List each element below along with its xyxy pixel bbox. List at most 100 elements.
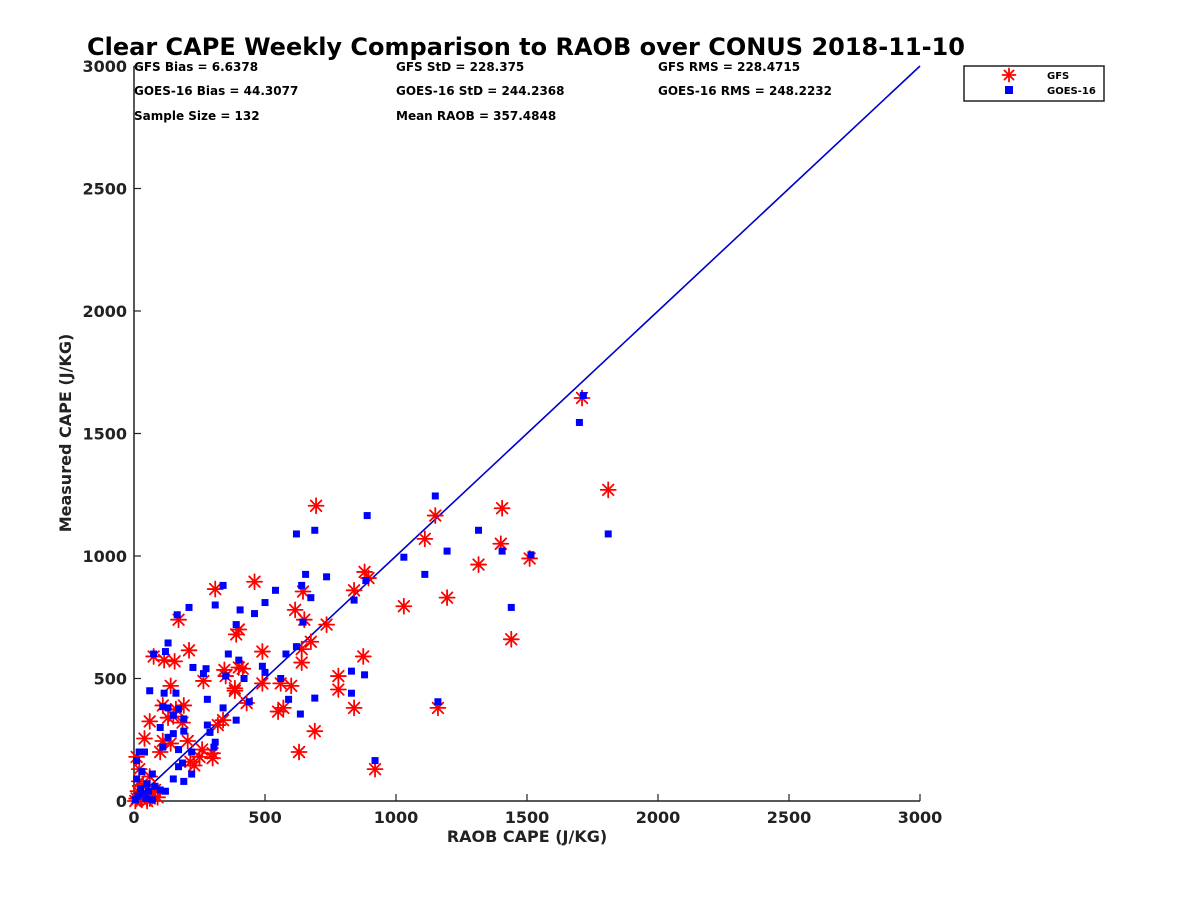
x-tick-label: 500 [248,808,281,827]
goes-16-point [175,746,183,754]
stat-goes-std: GOES-16 StD = 244.2368 [396,84,565,98]
gfs-point [191,748,208,766]
gfs-point [179,732,197,750]
gfs-point [269,703,287,720]
legend-gfs-marker [1001,67,1017,83]
stat-mean-raob: Mean RAOB = 357.4848 [396,109,556,123]
goes-16-point [307,594,315,602]
gfs-point [293,654,311,671]
chart-title: Clear CAPE Weekly Comparison to RAOB ove… [87,33,965,61]
goes-16-point [139,790,147,798]
reference-line-group [133,65,921,802]
gfs-series [126,389,617,810]
goes-16-point [219,704,227,712]
goes-16-point [172,689,180,697]
gfs-point [416,530,434,548]
stats-panel: GFS Bias = 6.6378 GFS StD = 228.375 GFS … [134,60,832,123]
y-ticks: 0 500 1000 1500 2000 2500 3000 [82,57,141,811]
goes-16-point [156,786,164,794]
goes-16-point [507,603,515,611]
goes-16-point [371,757,379,765]
y-tick-label: 1000 [82,547,127,566]
goes-16-point [202,665,210,673]
goes-16-point [347,667,355,675]
goes-16-point [219,581,227,589]
goes-16-point [302,570,310,578]
gfs-point [226,682,244,700]
goes-16-point [159,743,167,751]
gfs-point [141,712,159,730]
goes-16-point [323,573,331,581]
goes-16-point [180,715,188,723]
goes-16-point [156,724,164,731]
goes-16-point [140,748,148,756]
stat-gfs-rms: GFS RMS = 228.4715 [658,60,800,74]
y-tick-label: 0 [116,792,127,811]
goes-16-point [232,716,240,724]
gfs-point [282,677,300,695]
goes-16-point [178,759,186,767]
goes-16-point [143,780,151,788]
goes-16-point [144,787,152,795]
gfs-point [253,643,271,660]
goes-16-point [240,675,248,682]
gfs-point [329,681,347,698]
goes-16-point [203,721,211,729]
goes-16-point [135,748,143,756]
goes-16-point [222,672,230,680]
goes-16-point [189,663,197,671]
goes-16-point [211,738,219,746]
gfs-point [180,641,198,659]
goes-16-point [133,775,141,783]
goes-16-point [164,733,172,741]
goes-16-point [292,530,300,538]
goes-16-point [443,547,451,555]
stat-gfs-std: GFS StD = 228.375 [396,60,524,74]
goes-16-point [277,675,285,682]
goes-16-point [575,418,583,426]
goes-16-point [311,694,319,702]
goes-16-point [400,553,408,561]
goes-16-point [148,796,156,804]
goes-16-point [180,777,188,785]
goes-16-point [434,698,442,706]
gfs-point [246,573,263,591]
goes-16-point [148,770,156,778]
stat-goes-rms: GOES-16 RMS = 248.2232 [658,84,832,98]
goes-16-point [169,775,177,783]
goes-16-point [350,596,358,604]
gfs-point [185,757,203,774]
goes-16-point [161,787,169,795]
goes-16-point [142,795,150,803]
gfs-point [599,481,617,499]
gfs-point [426,507,444,524]
goes-16-point [134,792,142,800]
goes-16-point [164,704,172,712]
goes-16-point [245,698,253,706]
gfs-point [354,648,372,665]
gfs-point [306,722,324,740]
stat-sample-size: Sample Size = 132 [134,109,260,123]
goes-16-point [579,392,587,400]
goes-16-point [431,492,439,500]
gfs-point [175,697,193,714]
gfs-point [162,677,180,695]
goes-16-point [146,687,154,695]
legend-gfs-asterisk [1001,67,1017,83]
goes-16-point [251,610,259,618]
goes-16-point [232,621,240,629]
gfs-point [345,581,363,599]
y-tick-label: 3000 [82,57,127,76]
x-tick-label: 1000 [374,808,419,827]
goes-16-point [527,551,535,559]
gfs-point [209,716,227,734]
gfs-point [345,699,363,717]
y-tick-label: 2000 [82,302,127,321]
y-tick-label: 500 [94,670,127,689]
gfs-point [206,580,224,598]
gfs-point [318,616,335,633]
goes-16-point [362,577,370,584]
goes-16-point [285,695,293,703]
goes-16-point [159,703,167,711]
